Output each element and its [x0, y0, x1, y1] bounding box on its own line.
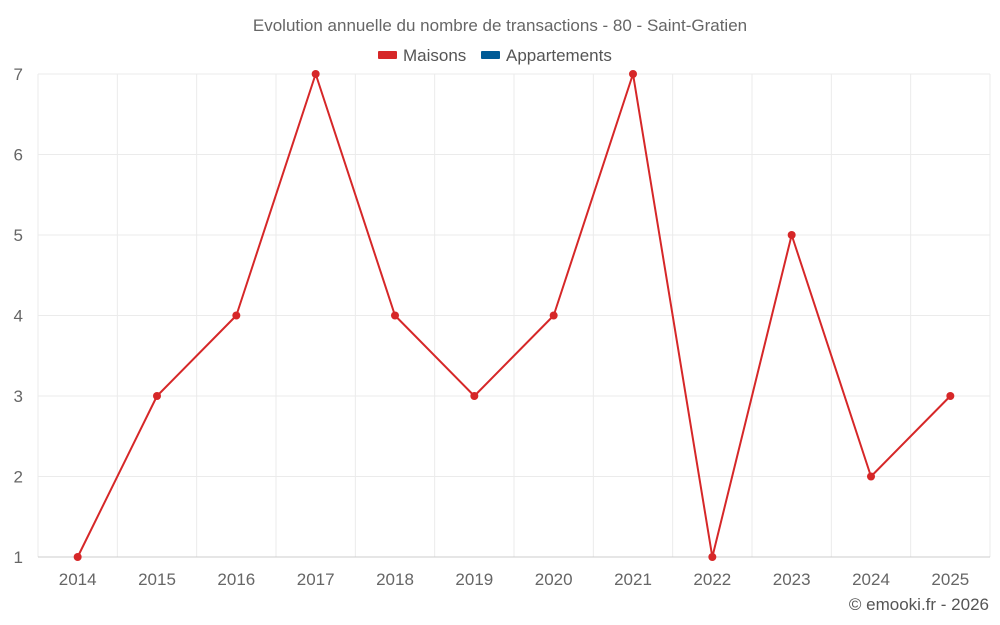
data-point[interactable]	[787, 231, 796, 239]
x-tick-label: 2023	[773, 570, 811, 589]
y-tick-label: 3	[14, 387, 23, 406]
legend-label-appartements: Appartements	[506, 46, 612, 65]
data-point[interactable]	[391, 311, 399, 320]
chart-title: Evolution annuelle du nombre de transact…	[253, 16, 747, 35]
y-tick-label: 4	[14, 307, 23, 326]
legend-label-maisons: Maisons	[403, 46, 466, 65]
x-tick-label: 2020	[535, 570, 573, 589]
x-tick-label: 2014	[59, 570, 97, 589]
x-tick-label: 2024	[852, 570, 890, 589]
legend-item-appartements[interactable]: Appartements	[481, 46, 612, 65]
credit-text: © emooki.fr - 2026	[849, 595, 989, 614]
data-point[interactable]	[153, 392, 161, 400]
x-tick-label: 2019	[455, 570, 493, 589]
x-tick-label: 2016	[217, 570, 255, 589]
data-point[interactable]	[867, 472, 875, 481]
y-tick-label: 6	[14, 146, 23, 165]
x-tick-label: 2021	[614, 570, 652, 589]
legend: Maisons Appartements	[378, 46, 612, 65]
grid-lines	[37, 73, 991, 557]
legend-swatch-appartements	[481, 51, 500, 59]
y-tick-label: 2	[14, 468, 23, 487]
data-point[interactable]	[946, 392, 955, 400]
data-point[interactable]	[549, 311, 558, 320]
data-point[interactable]	[232, 311, 241, 320]
x-tick-label: 2018	[376, 570, 414, 589]
legend-item-maisons[interactable]: Maisons	[378, 46, 466, 65]
data-point[interactable]	[311, 70, 320, 78]
data-point[interactable]	[470, 392, 479, 400]
y-tick-label: 5	[14, 226, 23, 245]
y-tick-label: 1	[14, 548, 23, 567]
series-line-0	[76, 73, 952, 558]
y-axis-ticks: 1 2 3 4 5 6 7	[14, 65, 23, 567]
x-tick-label: 2022	[693, 570, 731, 589]
x-tick-label: 2017	[297, 570, 335, 589]
x-axis-ticks: 2014 2015 2016 2017 2018 2019 2020 2021 2022 2023…	[59, 570, 969, 589]
x-tick-label: 2015	[138, 570, 176, 589]
y-tick-label: 7	[14, 65, 23, 84]
data-point[interactable]	[708, 553, 717, 561]
data-point[interactable]	[629, 70, 637, 78]
x-tick-label: 2025	[931, 570, 969, 589]
series-maisons	[73, 70, 955, 561]
data-point[interactable]	[73, 553, 82, 561]
legend-swatch-maisons	[378, 51, 397, 59]
